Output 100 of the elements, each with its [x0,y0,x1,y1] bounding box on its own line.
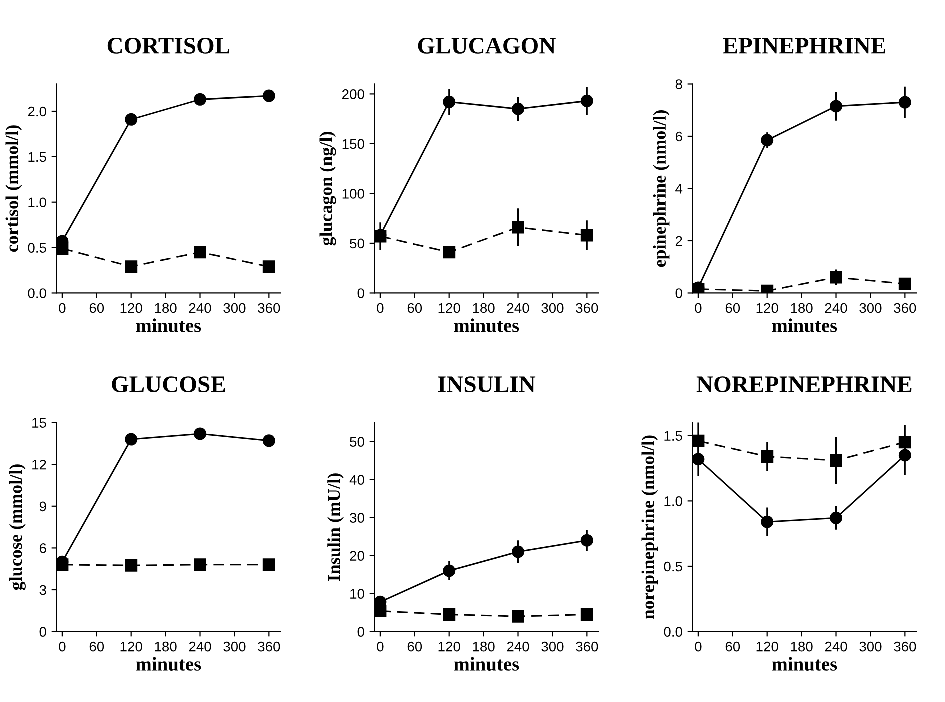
y-tick-label: 20 [350,551,364,561]
y-axis-title: epinephrine (nmol/l) [653,110,670,268]
x-tick-label: 0 [59,642,66,652]
point [56,242,69,255]
y-tick-label: 1.0 [664,496,682,506]
x-tick-label: 120 [756,642,778,652]
y-tick-label: 30 [350,513,364,523]
x-tick-label: 180 [791,642,813,652]
y-tick-label: 100 [342,189,364,199]
y-tick-label: 0.0 [664,627,682,637]
point [830,512,843,524]
point [830,271,843,284]
x-tick-label: 0 [377,303,384,314]
point [194,93,207,106]
x-tick-label: 360 [258,642,280,652]
point [898,96,912,109]
y-tick-label: 0.5 [28,243,46,253]
point [262,434,276,448]
point [443,96,456,108]
point [125,433,138,446]
point [512,610,525,623]
x-tick-label: 180 [473,303,495,314]
x-tick-label: 240 [189,303,212,314]
point [443,608,456,621]
y-tick-label: 200 [342,90,364,100]
x-axis-title: minutes [454,657,520,671]
point [194,428,207,440]
x-tick-label: 300 [860,303,882,314]
point [761,516,774,528]
x-tick-label: 300 [542,303,564,314]
x-tick-label: 0 [59,303,66,314]
y-axis-title: glucose (mmol/l) [9,464,26,590]
point [443,564,456,578]
x-tick-label: 360 [894,642,916,652]
point [512,102,525,116]
point [692,434,705,448]
y-tick-label: 0 [676,288,682,298]
y-tick-label: 0.5 [664,562,682,572]
chart-title: INSULIN [438,376,536,392]
y-tick-label: 9 [40,502,46,512]
x-tick-label: 300 [224,303,246,314]
point [580,229,594,242]
y-tick-label: 50 [350,437,364,447]
x-tick-label: 360 [576,303,598,314]
x-tick-label: 60 [408,303,422,314]
chart-title: CORTISOL [108,38,230,54]
point [761,450,774,464]
chart-title: NOREPINEPHRINE [696,376,912,392]
point [512,546,525,558]
point [580,94,594,108]
point [56,558,69,572]
chart-title: EPINEPHRINE [723,38,886,54]
point [125,559,138,572]
x-tick-label: 240 [189,642,212,652]
point [194,558,207,572]
x-tick-label: 360 [258,303,280,314]
point [830,454,843,467]
point [125,113,138,126]
y-tick-label: 2 [676,236,682,246]
x-tick-label: 180 [473,642,495,652]
x-tick-label: 0 [695,642,702,652]
point [194,246,207,259]
y-tick-label: 2.0 [28,106,46,117]
x-tick-label: 240 [825,303,848,314]
chart-title: GLUCOSE [112,376,226,392]
x-tick-label: 60 [408,642,422,652]
y-tick-label: 3 [40,585,46,596]
x-axis-title: minutes [136,318,202,332]
y-tick-label: 0 [40,627,46,637]
y-tick-label: 50 [350,238,364,249]
point [898,278,912,290]
point [512,221,525,234]
y-tick-label: 0.0 [28,288,46,298]
x-tick-label: 240 [825,642,848,652]
x-tick-label: 300 [542,642,564,652]
x-tick-label: 120 [756,303,778,314]
point [692,453,705,466]
x-tick-label: 60 [90,303,104,314]
y-tick-label: 12 [32,460,46,470]
x-axis-title: minutes [136,657,202,671]
y-tick-label: 1.5 [28,152,46,162]
point [580,608,594,621]
x-tick-label: 180 [155,642,177,652]
x-tick-label: 180 [155,303,177,314]
x-axis-title: minutes [454,318,520,332]
x-axis-title: minutes [772,657,838,671]
x-tick-label: 180 [791,303,813,314]
y-tick-label: 40 [350,475,364,485]
x-tick-label: 360 [576,642,598,652]
y-tick-label: 6 [676,132,682,142]
y-tick-label: 0 [358,288,364,298]
y-tick-label: 8 [676,80,682,90]
x-tick-label: 60 [726,303,740,314]
chart-title: GLUCAGON [418,38,556,54]
point [898,436,912,449]
point [761,134,774,147]
point [580,534,594,547]
point [125,260,138,274]
x-tick-label: 0 [377,642,384,652]
y-tick-label: 15 [32,418,46,428]
